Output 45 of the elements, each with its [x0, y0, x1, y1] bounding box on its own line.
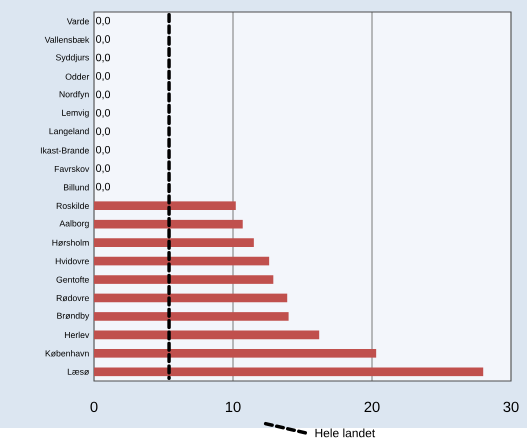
y-tick-label: Favrskov	[54, 166, 90, 172]
bar	[94, 312, 289, 321]
data-label: 0,0	[96, 164, 110, 174]
bar	[94, 202, 236, 210]
data-label: 0,0	[96, 183, 110, 192]
bar	[94, 220, 243, 229]
bar	[94, 256, 270, 266]
y-tick-label: Hørsholm	[52, 240, 89, 246]
y-tick-label: Brøndby	[57, 312, 90, 321]
bar	[94, 330, 320, 340]
data-label: 0,0	[96, 90, 110, 100]
data-label: 0,0	[96, 35, 110, 44]
y-tick-label: Syddjurs	[56, 54, 89, 62]
y-tick-label: Nordfyn	[60, 91, 89, 100]
y-tick-label: Herlev	[64, 332, 90, 338]
y-tick-label: Aalborg	[59, 220, 89, 228]
bar	[94, 238, 254, 248]
y-tick-label: Læsø	[68, 368, 90, 375]
data-label: 0,0	[96, 128, 110, 136]
x-tick-label: 0	[90, 402, 98, 412]
y-tick-label: Ikast-Brande	[40, 147, 89, 154]
legend-label: Hele landet	[315, 428, 376, 438]
x-tick-label: 30	[503, 402, 519, 412]
y-tick-label: Rødovre	[56, 294, 89, 302]
bar	[94, 275, 274, 284]
x-tick-label: 20	[364, 402, 380, 412]
y-tick-label: Vallensbæk	[44, 36, 90, 43]
data-label: 0,0	[96, 16, 110, 26]
y-tick-label: Billund	[64, 184, 89, 191]
bar	[94, 349, 376, 358]
y-tick-label: Hvidovre	[56, 258, 89, 264]
data-label: 0,0	[96, 109, 110, 118]
y-tick-label: Gentofte	[56, 276, 89, 283]
y-tick-label: Langeland	[50, 128, 89, 136]
y-tick-label: Odder	[66, 74, 90, 80]
bar	[94, 294, 288, 302]
y-tick-label: Varde	[66, 18, 89, 25]
y-tick-label: Roskilde	[56, 202, 89, 210]
y-tick-label: Lemvig	[62, 110, 89, 118]
data-label: 0,0	[96, 54, 110, 63]
y-tick-label: København	[46, 350, 89, 357]
data-label: 0,0	[96, 72, 110, 82]
x-tick-label: 10	[226, 402, 241, 412]
data-label: 0,0	[96, 146, 110, 155]
bar	[94, 368, 484, 376]
